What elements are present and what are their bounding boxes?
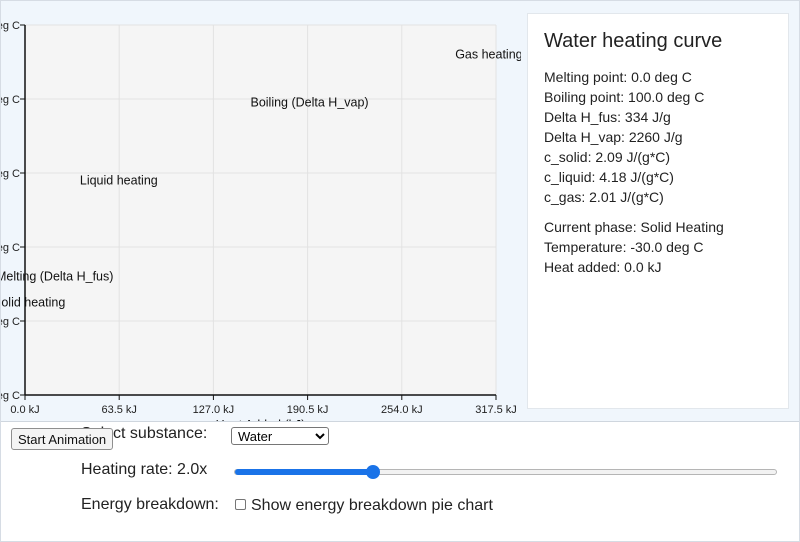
property-delta-h-fus: Delta H_fus: 334 J/g (544, 109, 671, 125)
y-tick-label: eg C (1, 20, 20, 32)
phase-annotation: Melting (Delta H_fus) (1, 270, 113, 284)
x-tick-label: 63.5 kJ (101, 404, 136, 416)
phase-annotation: Liquid heating (80, 173, 158, 187)
info-title: Water heating curve (544, 30, 723, 52)
heating-rate-slider-fill (235, 469, 374, 475)
phase-annotation: Boiling (Delta H_vap) (250, 96, 368, 110)
y-tick-label: eg C (1, 390, 20, 402)
current-heat-added: Heat added: 0.0 kJ (544, 259, 662, 275)
heating-rate-slider-thumb[interactable] (366, 465, 381, 479)
energy-breakdown-checkbox[interactable] (235, 499, 246, 510)
info-panel: Water heating curve Melting point: 0.0 d… (527, 13, 789, 409)
x-tick-label: 127.0 kJ (193, 404, 235, 416)
start-animation-button[interactable]: Start Animation (11, 428, 114, 450)
phase-annotation: Solid heating (1, 296, 65, 310)
x-axis-label: Heat Added (kJ) (216, 418, 306, 421)
x-tick-label: 254.0 kJ (381, 404, 423, 416)
property-delta-h-vap: Delta H_vap: 2260 J/g (544, 129, 683, 145)
property-c-liquid: c_liquid: 4.18 J/(g*C) (544, 169, 674, 185)
visualization-area: 0.0 kJ 63.5 kJ 127.0 kJ 190.5 kJ 254.0 kJ 317… (1, 1, 799, 422)
current-state: Current phase: Solid Heating Temperature… (544, 217, 772, 277)
y-tick-label: eg C (1, 242, 20, 254)
property-melting-point: Melting point: 0.0 deg C (544, 69, 692, 85)
controls-panel: Select substance: Water Start Animation … (1, 422, 799, 541)
y-tick-label: eg C (1, 316, 20, 328)
current-phase: Current phase: Solid Heating (544, 219, 724, 235)
x-tick-label: 317.5 kJ (475, 404, 517, 416)
x-tick-label: 0.0 kJ (10, 404, 39, 416)
phase-annotation: Gas heating (455, 48, 521, 62)
properties-list: Melting point: 0.0 deg C Boiling point: … (544, 67, 772, 207)
energy-breakdown-label: Energy breakdown: (81, 496, 219, 513)
property-c-gas: c_gas: 2.01 J/(g*C) (544, 189, 664, 205)
x-tick-label: 190.5 kJ (287, 404, 329, 416)
property-boiling-point: Boiling point: 100.0 deg C (544, 89, 705, 105)
energy-breakdown-checkbox-label[interactable]: Show energy breakdown pie chart (251, 497, 493, 514)
current-temperature: Temperature: -30.0 deg C (544, 239, 704, 255)
plot-area (25, 25, 496, 395)
y-tick-label: eg C (1, 94, 20, 106)
heating-rate-label: Heating rate: 2.0x (81, 461, 208, 478)
property-c-solid: c_solid: 2.09 J/(g*C) (544, 149, 671, 165)
substance-select[interactable]: Water (231, 427, 329, 445)
y-tick-label: eg C (1, 168, 20, 180)
heating-rate-slider[interactable] (234, 465, 777, 479)
heating-curve-chart: 0.0 kJ 63.5 kJ 127.0 kJ 190.5 kJ 254.0 kJ 317… (1, 20, 521, 421)
